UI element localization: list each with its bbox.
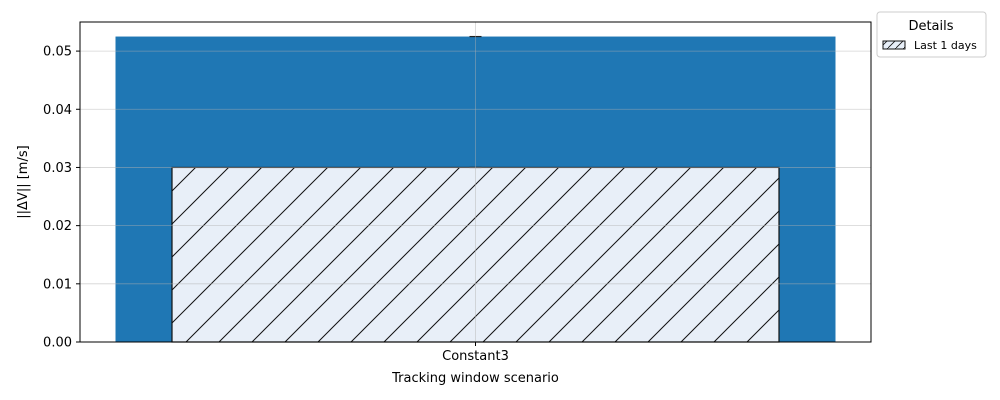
y-axis-title: ||ΔV|| [m/s] (16, 145, 31, 218)
y-tick-label: 0.01 (43, 277, 72, 292)
x-tick-label: Constant3 (442, 349, 509, 364)
y-tick-label: 0.00 (43, 336, 72, 351)
y-tick-label: 0.05 (43, 45, 72, 60)
y-tick-label: 0.04 (43, 103, 72, 118)
legend-title: Details (908, 19, 953, 34)
legend-entry-label: Last 1 days (914, 39, 977, 52)
y-tick-label: 0.03 (43, 161, 72, 176)
legend-swatch (882, 40, 906, 50)
x-axis-title: Tracking window scenario (391, 371, 559, 386)
y-tick-label: 0.02 (43, 219, 72, 234)
